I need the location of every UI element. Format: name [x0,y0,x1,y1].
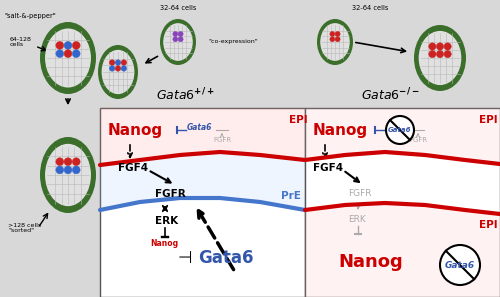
Text: Nanog: Nanog [338,253,403,271]
Text: 32-64 cells: 32-64 cells [352,5,388,11]
Text: 32-64 cells: 32-64 cells [160,5,196,11]
Ellipse shape [98,45,138,99]
Polygon shape [305,203,500,297]
FancyBboxPatch shape [100,108,305,297]
Circle shape [173,37,178,42]
Text: FGFR: FGFR [409,137,427,143]
Text: FGFR: FGFR [155,189,186,199]
Circle shape [72,42,80,49]
Circle shape [72,166,80,174]
Circle shape [440,245,480,285]
Circle shape [428,43,436,50]
Text: Nanog: Nanog [150,239,178,249]
Text: Gata6: Gata6 [187,124,212,132]
Circle shape [173,31,178,37]
FancyBboxPatch shape [305,108,500,297]
Ellipse shape [40,22,96,94]
Text: ERK: ERK [348,216,366,225]
Ellipse shape [163,23,193,61]
Text: Gata6: Gata6 [445,260,475,269]
Circle shape [436,50,444,58]
Ellipse shape [40,137,96,213]
Text: PrE: PrE [281,191,301,201]
Ellipse shape [160,19,196,65]
Circle shape [56,42,64,49]
Polygon shape [305,108,500,164]
Text: FGFR: FGFR [213,137,231,143]
Circle shape [386,116,414,144]
Ellipse shape [418,31,462,85]
Circle shape [64,42,72,49]
Circle shape [72,158,80,166]
Circle shape [330,37,335,42]
Text: $\mathbf{\mathit{Gata6}}$$\mathbf{^{+/+}}$: $\mathbf{\mathit{Gata6}}$$\mathbf{^{+/+}… [156,87,214,103]
Ellipse shape [102,50,134,94]
Text: 64-128
cells: 64-128 cells [10,37,32,48]
Circle shape [178,31,183,37]
Text: ERK: ERK [155,216,178,226]
Circle shape [64,158,72,166]
Circle shape [335,37,340,42]
Text: $\mathbf{\mathit{Gata6}}$$\mathbf{^{-/-}}$: $\mathbf{\mathit{Gata6}}$$\mathbf{^{-/-}… [360,87,420,103]
Ellipse shape [320,23,350,61]
Text: Gata6: Gata6 [198,249,254,267]
Circle shape [444,43,452,50]
Circle shape [436,43,444,50]
Text: "co-expression": "co-expression" [208,40,258,45]
Text: EPI: EPI [478,220,498,230]
Circle shape [64,166,72,174]
Text: Nanog: Nanog [313,122,368,138]
Circle shape [115,66,121,71]
Ellipse shape [45,144,91,206]
Text: FGFR: FGFR [348,189,372,198]
Polygon shape [100,152,305,210]
Polygon shape [100,108,305,165]
Text: EPI: EPI [288,115,308,125]
Circle shape [178,37,183,42]
Text: Gata6: Gata6 [388,127,412,133]
Circle shape [121,66,126,71]
Circle shape [56,166,64,174]
Text: Nanog: Nanog [108,122,163,138]
Circle shape [428,50,436,58]
Text: ⊣: ⊣ [178,249,192,267]
Circle shape [72,50,80,58]
Circle shape [64,50,72,58]
Ellipse shape [317,19,353,65]
Circle shape [121,60,126,65]
Text: FGF4: FGF4 [118,163,148,173]
Circle shape [335,31,340,37]
Circle shape [56,158,64,166]
Circle shape [330,31,335,37]
Text: EPI: EPI [478,115,498,125]
Circle shape [56,50,64,58]
Text: >128 cells
"sorted": >128 cells "sorted" [8,222,41,233]
Ellipse shape [45,29,91,88]
Text: "salt-&-pepper": "salt-&-pepper" [4,13,56,19]
Circle shape [110,66,115,71]
Ellipse shape [414,25,466,91]
Circle shape [110,60,115,65]
Circle shape [115,60,121,65]
Text: FGF4: FGF4 [313,163,343,173]
Circle shape [444,50,452,58]
